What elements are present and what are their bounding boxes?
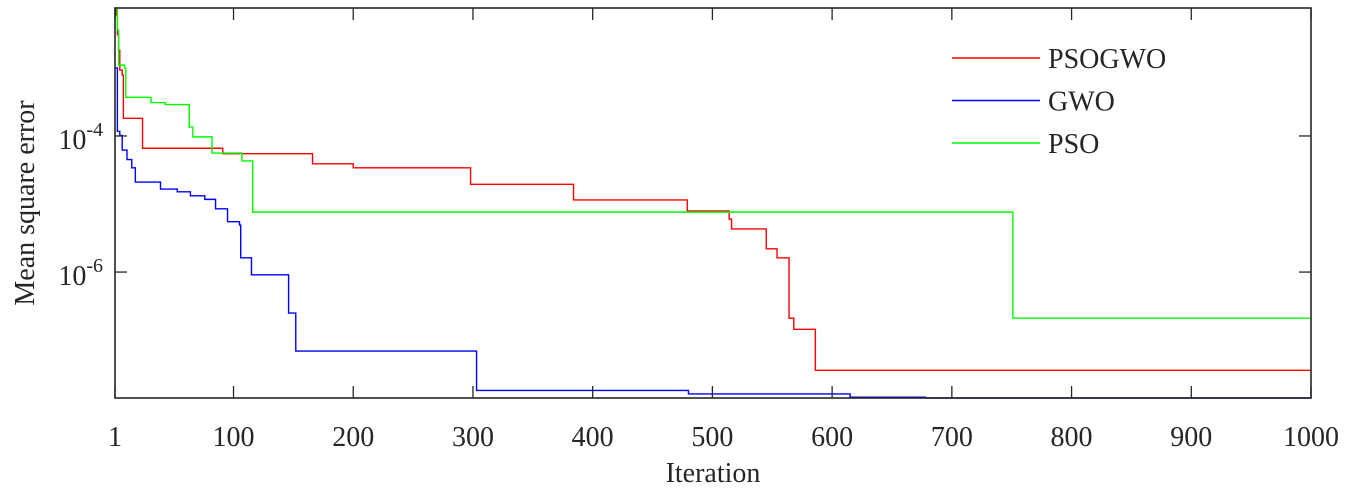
x-tick-label: 600 [811, 422, 853, 453]
y-tick-label: 10-4 [58, 119, 103, 156]
series-line-psogwo [115, 7, 1311, 371]
legend-item-psogwo: PSOGWO [952, 44, 1166, 75]
legend-label: PSOGWO [1048, 44, 1166, 75]
legend-label: GWO [1048, 87, 1115, 118]
x-tick-label: 1 [108, 422, 122, 453]
x-tick-label: 900 [1170, 422, 1212, 453]
x-tick-label: 100 [213, 422, 255, 453]
series-line-gwo [115, 67, 1311, 399]
legend: PSOGWO GWO PSO [952, 44, 1166, 160]
x-tick-label: 800 [1051, 422, 1093, 453]
legend-item-gwo: GWO [952, 87, 1115, 118]
series-line-pso [115, 7, 1311, 319]
x-tick-label: 200 [332, 422, 374, 453]
x-axis-label: Iteration [666, 458, 761, 488]
x-tick-label: 700 [931, 422, 973, 453]
x-tick-label: 500 [691, 422, 733, 453]
legend-item-pso: PSO [952, 129, 1099, 160]
series-layer [115, 7, 1311, 399]
y-axis-label: Mean square error [10, 100, 41, 306]
x-tick-label: 400 [572, 422, 614, 453]
y-tick-label: 10-6 [58, 255, 103, 292]
legend-label: PSO [1048, 129, 1099, 160]
ticks-layer: 1 100 200 300 400 500 600 700 800 900 1000 10-4 10-6 [58, 8, 1339, 453]
x-tick-label: 1000 [1283, 422, 1339, 453]
x-tick-label: 300 [452, 422, 494, 453]
